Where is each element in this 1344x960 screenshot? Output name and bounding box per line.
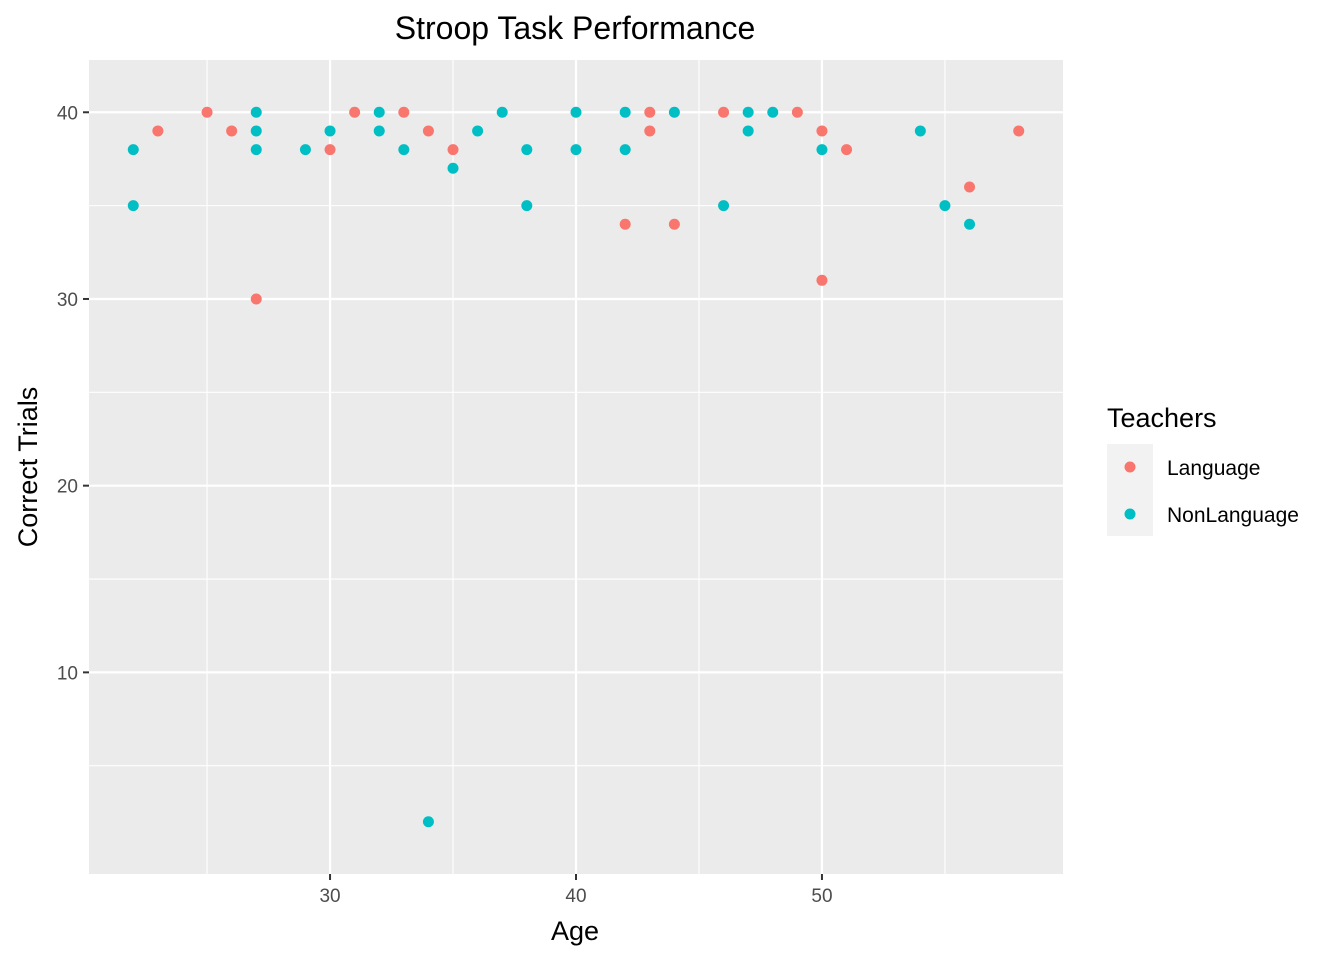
x-axis: 30 40 50 bbox=[319, 874, 833, 907]
legend-marker-language bbox=[1124, 461, 1136, 473]
data-point-language bbox=[644, 125, 656, 137]
data-point-nonlanguage bbox=[767, 106, 779, 118]
x-axis-title: Age bbox=[551, 916, 599, 946]
data-point-nonlanguage bbox=[398, 144, 410, 156]
data-point-nonlanguage bbox=[816, 144, 828, 156]
data-point-nonlanguage bbox=[718, 200, 730, 212]
data-point-language bbox=[422, 125, 434, 137]
data-point-language bbox=[816, 274, 828, 286]
legend-key-background bbox=[1107, 444, 1153, 536]
data-point-language bbox=[841, 144, 853, 156]
data-point-nonlanguage bbox=[324, 125, 336, 137]
data-point-language bbox=[816, 125, 828, 137]
data-point-language bbox=[201, 106, 213, 118]
data-point-nonlanguage bbox=[619, 106, 631, 118]
y-tick-label: 40 bbox=[57, 103, 78, 124]
data-point-nonlanguage bbox=[373, 125, 385, 137]
data-point-nonlanguage bbox=[250, 106, 262, 118]
legend: Teachers Language NonLanguage bbox=[1107, 403, 1299, 536]
data-point-nonlanguage bbox=[668, 106, 680, 118]
data-point-nonlanguage bbox=[939, 200, 951, 212]
data-point-nonlanguage bbox=[250, 144, 262, 156]
chart-title: Stroop Task Performance bbox=[395, 10, 755, 46]
legend-label-nonlanguage: NonLanguage bbox=[1167, 504, 1299, 527]
data-point-nonlanguage bbox=[127, 200, 139, 212]
data-point-nonlanguage bbox=[964, 218, 976, 230]
data-point-language bbox=[1013, 125, 1025, 137]
data-point-language bbox=[324, 144, 336, 156]
data-point-language bbox=[398, 106, 410, 118]
data-point-nonlanguage bbox=[742, 125, 754, 137]
data-point-language bbox=[619, 218, 631, 230]
data-point-nonlanguage bbox=[127, 144, 139, 156]
data-point-language bbox=[447, 144, 459, 156]
x-tick-label: 40 bbox=[565, 886, 586, 907]
data-point-language bbox=[644, 106, 656, 118]
data-point-nonlanguage bbox=[496, 106, 508, 118]
data-point-nonlanguage bbox=[914, 125, 926, 137]
data-point-nonlanguage bbox=[447, 162, 459, 174]
data-point-language bbox=[668, 218, 680, 230]
x-tick-label: 30 bbox=[319, 886, 340, 907]
y-axis: 10 20 30 40 bbox=[57, 103, 89, 684]
data-point-nonlanguage bbox=[250, 125, 262, 137]
data-point-nonlanguage bbox=[619, 144, 631, 156]
data-point-nonlanguage bbox=[299, 144, 311, 156]
y-axis-title: Correct Trials bbox=[13, 387, 43, 548]
legend-title: Teachers bbox=[1107, 403, 1217, 433]
data-point-language bbox=[964, 181, 976, 193]
data-point-nonlanguage bbox=[570, 144, 582, 156]
data-points bbox=[127, 106, 1025, 828]
data-point-nonlanguage bbox=[742, 106, 754, 118]
legend-label-language: Language bbox=[1167, 457, 1260, 480]
y-tick-label: 20 bbox=[57, 477, 78, 498]
x-tick-label: 50 bbox=[811, 886, 832, 907]
data-point-nonlanguage bbox=[521, 144, 533, 156]
data-point-language bbox=[226, 125, 238, 137]
data-point-language bbox=[718, 106, 730, 118]
data-point-nonlanguage bbox=[373, 106, 385, 118]
data-point-nonlanguage bbox=[521, 200, 533, 212]
y-tick-label: 30 bbox=[57, 290, 78, 311]
legend-marker-nonlanguage bbox=[1124, 508, 1136, 520]
data-point-language bbox=[152, 125, 164, 137]
data-point-language bbox=[349, 106, 361, 118]
y-tick-label: 10 bbox=[57, 663, 78, 684]
data-point-nonlanguage bbox=[422, 816, 434, 828]
data-point-nonlanguage bbox=[472, 125, 484, 137]
data-point-nonlanguage bbox=[570, 106, 582, 118]
data-point-language bbox=[250, 293, 262, 305]
data-point-language bbox=[791, 106, 803, 118]
